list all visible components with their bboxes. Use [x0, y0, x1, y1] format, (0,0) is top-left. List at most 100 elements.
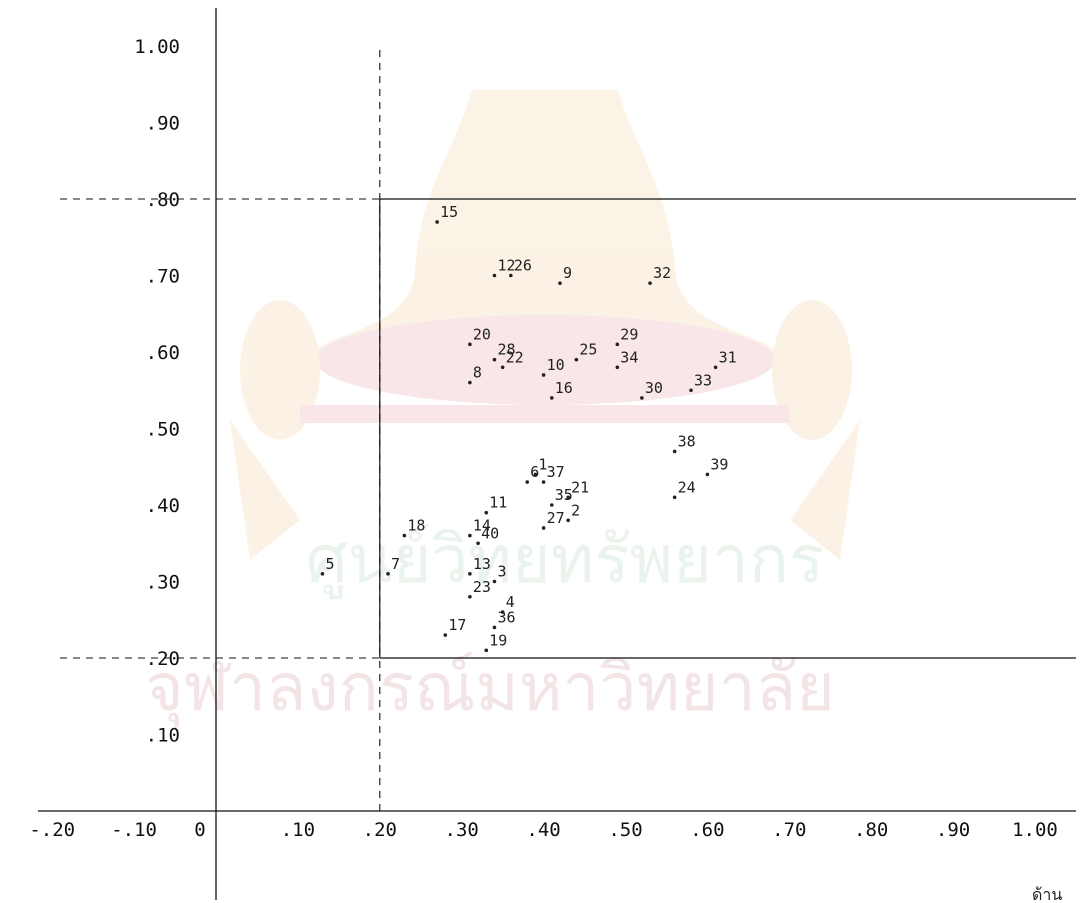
data-point-19 [484, 648, 489, 653]
data-point-label-11: 11 [489, 494, 507, 512]
x-tick-label: -.20 [29, 819, 75, 841]
x-tick-label: -.10 [111, 819, 157, 841]
data-point-label-10: 10 [547, 356, 565, 374]
data-point-label-27: 27 [547, 509, 565, 527]
data-point-26 [509, 273, 513, 278]
y-tick-label: .20 [146, 648, 180, 670]
data-point-label-31: 31 [719, 348, 737, 366]
data-point-11 [484, 510, 489, 515]
data-point-36 [492, 625, 497, 630]
data-point-label-9: 9 [563, 264, 572, 282]
data-point-38 [672, 449, 677, 454]
data-point-label-29: 29 [620, 325, 638, 343]
x-tick-label: .30 [445, 819, 479, 841]
x-tick-labels: -.20 -.10 0 .10 .20 .30 .40 .50 .60 .70 .80 .90 1.00 [29, 819, 1058, 841]
x-tick-label: .10 [281, 819, 315, 841]
data-point-label-32: 32 [653, 264, 671, 282]
data-point-label-1: 1 [538, 455, 547, 473]
watermark-line2: จุฬาลงกรณ์มหาวิทยาลัย [145, 649, 835, 728]
x-tick-label: .60 [690, 819, 724, 841]
data-point-3 [492, 579, 497, 584]
x-tick-label: 1.00 [1012, 819, 1058, 841]
y-tick-label: .30 [146, 572, 180, 594]
data-point-label-7: 7 [391, 555, 400, 573]
data-point-label-36: 36 [497, 608, 515, 626]
data-point-6 [525, 480, 530, 484]
y-tick-label: .90 [146, 113, 180, 135]
data-point-label-40: 40 [481, 524, 499, 542]
watermark: ศูนย์วิทยทรัพยากร จุฬาลงกรณ์มหาวิทยาลัย [145, 90, 860, 728]
reference-lines [60, 50, 1076, 812]
data-point-label-13: 13 [473, 555, 491, 573]
data-point-label-19: 19 [489, 631, 507, 649]
y-tick-label: .60 [146, 342, 180, 364]
x-tick-label: 0 [194, 819, 205, 841]
data-point-21 [566, 495, 570, 500]
data-point-label-23: 23 [473, 578, 491, 596]
data-point-22 [500, 365, 505, 370]
data-point-label-34: 34 [620, 348, 638, 366]
data-point-1 [533, 472, 538, 477]
data-point-33 [689, 388, 693, 393]
data-point-label-3: 3 [497, 563, 506, 581]
x-tick-label: .80 [854, 819, 888, 841]
data-point-25 [574, 357, 579, 362]
data-point-label-4: 4 [506, 593, 515, 611]
x-tick-label: .90 [936, 819, 970, 841]
data-point-37 [541, 480, 546, 484]
data-point-24 [672, 495, 677, 500]
x-tick-label: .50 [608, 819, 642, 841]
y-tick-label: .50 [146, 419, 180, 441]
data-point-label-21: 21 [571, 478, 589, 496]
data-point-label-14: 14 [473, 517, 491, 535]
data-point-14 [468, 533, 472, 538]
data-point-7 [386, 572, 390, 576]
y-tick-label: .70 [146, 266, 180, 288]
axes [38, 8, 1076, 900]
data-point-label-33: 33 [694, 371, 712, 389]
y-tick-label: .80 [146, 189, 180, 211]
data-point-8 [468, 380, 472, 385]
data-point-15 [435, 220, 439, 224]
data-point-18 [402, 533, 407, 538]
data-point-label-2: 2 [571, 501, 580, 519]
data-point-34 [615, 365, 620, 370]
data-point-label-20: 20 [473, 325, 491, 343]
x-tick-label: .40 [526, 819, 560, 841]
y-tick-labels: 1.00 .90 .80 .70 .60 .50 .40 .30 .20 .10 [134, 36, 180, 747]
data-point-label-25: 25 [579, 341, 597, 359]
data-point-label-37: 37 [547, 463, 565, 481]
data-point-label-24: 24 [678, 478, 696, 496]
data-point-label-30: 30 [645, 379, 663, 397]
data-point-label-38: 38 [678, 432, 696, 450]
x-tick-label: .70 [772, 819, 806, 841]
data-point-28 [492, 357, 497, 362]
data-point-label-35: 35 [555, 486, 573, 504]
x-tick-label: .20 [363, 819, 397, 841]
data-point-label-15: 15 [440, 203, 458, 221]
data-point-40 [476, 541, 480, 546]
data-point-label-28: 28 [497, 341, 515, 359]
data-point-label-18: 18 [407, 517, 425, 535]
data-point-label-22: 22 [506, 348, 524, 366]
corner-label: ด้าน [1032, 885, 1062, 903]
data-point-13 [468, 572, 472, 576]
data-point-label-12: 12 [497, 257, 515, 275]
y-tick-label: 1.00 [134, 36, 180, 58]
data-point-31 [713, 365, 718, 370]
data-point-4 [500, 610, 505, 614]
data-point-30 [640, 396, 644, 400]
data-point-10 [541, 373, 546, 377]
y-tick-label: .40 [146, 495, 180, 517]
data-point-35 [549, 503, 554, 507]
data-point-29 [615, 342, 620, 347]
data-point-label-8: 8 [473, 364, 482, 382]
data-point-12 [492, 273, 497, 278]
data-point-17 [443, 633, 448, 637]
y-tick-label: .10 [146, 725, 180, 747]
data-point-16 [549, 396, 554, 400]
data-point-23 [468, 595, 472, 599]
data-point-label-17: 17 [448, 616, 466, 634]
